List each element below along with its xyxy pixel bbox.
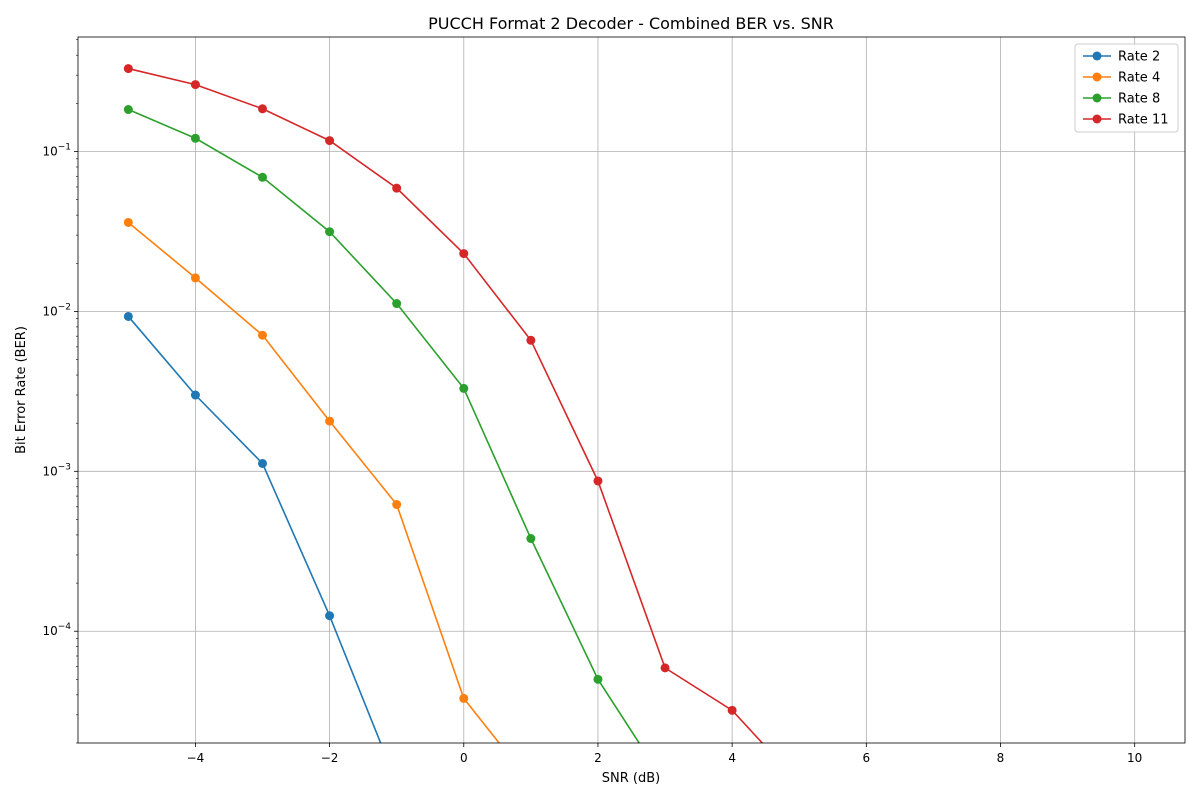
data-point — [123, 311, 133, 321]
data-point — [190, 80, 200, 90]
x-axis-label: SNR (dB) — [602, 771, 660, 786]
data-point — [593, 674, 603, 684]
x-tick-label: −2 — [321, 751, 339, 765]
x-tick-label: 4 — [728, 751, 736, 765]
data-point — [526, 534, 536, 544]
legend-label: Rate 8 — [1118, 92, 1160, 107]
y-tick-label: 10−4 — [42, 622, 71, 638]
x-tick-label: 6 — [862, 751, 870, 765]
data-point — [526, 335, 536, 345]
y-axis-label: Bit Error Rate (BER) — [14, 326, 29, 454]
legend-label: Rate 4 — [1118, 71, 1160, 86]
data-point — [325, 227, 335, 237]
data-point — [258, 104, 267, 114]
data-point — [325, 611, 335, 621]
data-point — [190, 273, 200, 283]
ticks: −4 −2 0 2 4 6 8 10 10−4 10−3 10−2 10−1 — [42, 39, 1142, 765]
data-point — [325, 416, 335, 426]
legend-box — [1074, 43, 1179, 133]
x-tick-label: 8 — [997, 751, 1005, 765]
data-point — [123, 217, 133, 227]
data-point — [325, 136, 335, 146]
series-rate-4 — [123, 217, 501, 743]
series-rate-8 — [123, 105, 641, 743]
data-point — [593, 476, 603, 486]
data-point — [190, 133, 200, 143]
data-point — [392, 500, 402, 510]
series-rate-11 — [123, 64, 764, 743]
data-point — [258, 330, 267, 340]
y-tick-label: 10−2 — [42, 302, 71, 318]
x-tick-label: 2 — [594, 751, 602, 765]
data-point — [459, 693, 469, 703]
data-point — [459, 383, 469, 393]
legend: Rate 2 Rate 4 Rate 8 Rate 11 — [1074, 43, 1179, 133]
series-group — [123, 64, 764, 743]
chart-title: PUCCH Format 2 Decoder - Combined BER vs… — [428, 14, 834, 33]
legend-marker — [1092, 93, 1102, 103]
plot-frame — [77, 36, 1186, 744]
legend-marker — [1092, 72, 1102, 82]
x-tick-label: 10 — [1127, 751, 1142, 765]
data-point — [123, 105, 133, 115]
data-point — [190, 390, 200, 400]
series-rate-2 — [123, 311, 382, 743]
data-point — [123, 64, 133, 74]
y-tick-label: 10−3 — [42, 462, 71, 478]
data-point — [660, 663, 670, 673]
legend-label: Rate 2 — [1118, 50, 1160, 65]
x-tick-label: 0 — [460, 751, 468, 765]
data-point — [727, 705, 737, 715]
y-tick-label: 10−1 — [42, 142, 71, 158]
legend-label: Rate 11 — [1118, 113, 1168, 128]
x-tick-label: −4 — [187, 751, 205, 765]
data-point — [258, 458, 267, 468]
legend-marker — [1092, 114, 1102, 124]
data-point — [258, 172, 267, 182]
data-point — [392, 183, 402, 193]
legend-marker — [1092, 51, 1102, 61]
data-point — [392, 299, 402, 309]
data-point — [459, 249, 469, 259]
